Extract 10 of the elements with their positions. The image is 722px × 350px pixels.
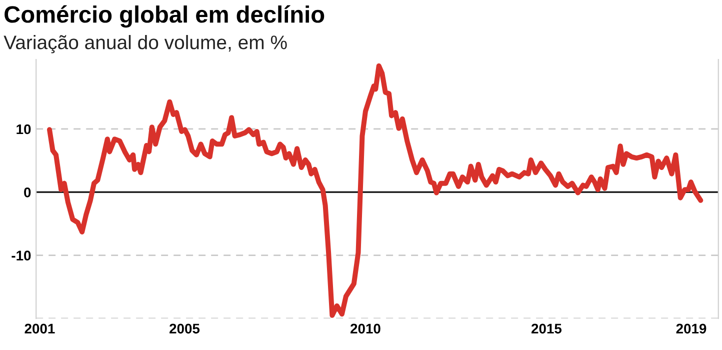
x-tick-label: 2019	[676, 324, 706, 334]
chart-subtitle: Variação anual do volume, em %	[4, 35, 287, 54]
chart-title: Comércio global em declínio	[4, 5, 324, 28]
x-tick-label: 2015	[531, 324, 562, 334]
x-tick-label: 2005	[170, 324, 200, 334]
y-tick-label: 0	[24, 187, 31, 198]
y-tick-label: 10	[16, 124, 31, 134]
x-tick-label: 2001	[24, 324, 55, 334]
x-tick-label: 2010	[350, 324, 380, 334]
y-tick-label: -10	[12, 250, 31, 260]
